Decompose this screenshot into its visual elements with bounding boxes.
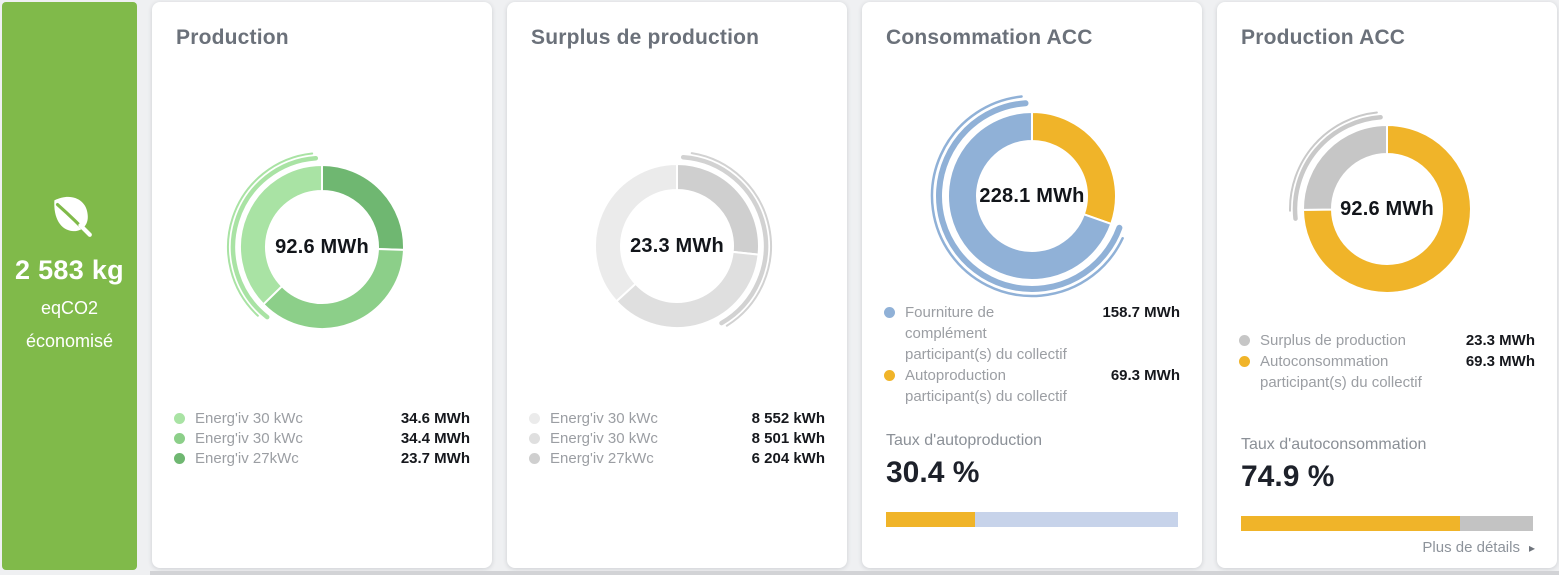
rate-value: 30.4 % (886, 456, 980, 489)
legend-dot-icon (529, 412, 540, 424)
production-legend: Energ'iv 30 kWc 34.6 MWh Energ'iv 30 kWc 34… (174, 408, 470, 468)
legend-dot-icon (1239, 335, 1250, 346)
rate-progress-fill (1241, 516, 1460, 531)
co2-saved-label: économisé (25, 330, 114, 351)
card-production-acc: Production ACC 92.6 MWh Surplus de produ… (1217, 2, 1557, 568)
donut-center-value: 23.3 MWh (630, 234, 724, 257)
legend-value: 8 552 kWh (751, 409, 825, 427)
rate-progress-bar (886, 512, 1178, 527)
rate-label: Taux d'autoproduction (886, 432, 1043, 449)
legend-label: Energ'iv 27kWc (195, 449, 299, 467)
card-consommation-acc: Consommation ACC 228.1 MWh Fourniture de… (862, 2, 1202, 568)
legend-value: 23.7 MWh (400, 449, 470, 467)
card-title: Production ACC (1241, 26, 1406, 49)
legend-dot-icon (174, 452, 185, 464)
legend-dot-icon (529, 452, 540, 464)
card-title: Surplus de production (531, 26, 760, 49)
more-details-label: Plus de détails (1422, 539, 1520, 556)
card-title: Consommation ACC (886, 26, 1093, 49)
legend-value: 6 204 kWh (751, 449, 825, 467)
co2-savings-panel: 2 583 kg eqCO2 économisé (2, 2, 137, 570)
legend-row: Energ'iv 30 kWc 8 552 kWh (529, 408, 825, 428)
legend-dot-icon (884, 370, 895, 381)
production-donut-chart[interactable]: 92.6 MWh (222, 147, 422, 347)
legend-value: 69.3 MWh (1110, 367, 1180, 384)
legend-row: Energ'iv 27kWc 23.7 MWh (174, 448, 470, 468)
rate-progress-fill (886, 512, 975, 527)
production-acc-legend: Surplus de production 23.3 MWh Autoconsomm… (1239, 330, 1535, 393)
autoproduction-rate-block: Taux d'autoproduction 30.4 % (886, 432, 1178, 527)
legend-row: Surplus de production 23.3 MWh (1239, 330, 1535, 351)
legend-dot-icon (174, 432, 185, 444)
leaf-icon (53, 196, 92, 237)
autoconsommation-rate-block: Taux d'autoconsommation 74.9 % (1241, 436, 1533, 531)
consommation-legend: Fourniture de complément participant(s) … (884, 302, 1180, 407)
legend-label: Autoproduction participant(s) du collect… (905, 367, 1067, 405)
production-acc-donut-chart[interactable]: 92.6 MWh (1287, 109, 1487, 309)
legend-row: Fourniture de complément participant(s) … (884, 302, 1180, 365)
legend-label: Autoconsommation participant(s) du colle… (1260, 353, 1422, 391)
donut-center-value: 92.6 MWh (1340, 197, 1434, 220)
legend-value: 34.6 MWh (400, 409, 470, 427)
card-title: Production (176, 26, 289, 49)
rate-progress-bar (1241, 516, 1533, 531)
surplus-donut-chart[interactable]: 23.3 MWh (577, 146, 777, 346)
legend-value: 158.7 MWh (1102, 304, 1180, 321)
legend-dot-icon (1239, 356, 1250, 367)
legend-label: Energ'iv 27kWc (550, 449, 654, 467)
legend-dot-icon (884, 307, 895, 318)
legend-label: Energ'iv 30 kWc (195, 409, 303, 427)
legend-dot-icon (529, 432, 540, 444)
legend-value: 8 501 kWh (751, 429, 825, 447)
consommation-donut-chart[interactable]: 228.1 MWh (930, 95, 1132, 298)
co2-unit-label: eqCO2 (40, 297, 99, 318)
chevron-right-icon: ▸ (1528, 540, 1535, 555)
legend-value: 34.4 MWh (400, 429, 470, 447)
card-production: Production 92.6 MWh Energ'iv 30 kWc 34.6 … (152, 2, 492, 568)
legend-label: Energ'iv 30 kWc (550, 429, 658, 447)
donut-center-value: 92.6 MWh (275, 235, 369, 258)
surplus-legend: Energ'iv 30 kWc 8 552 kWh Energ'iv 30 kWc 8… (529, 408, 825, 468)
legend-value: 23.3 MWh (1465, 332, 1535, 349)
legend-row: Energ'iv 30 kWc 8 501 kWh (529, 428, 825, 448)
rate-value: 74.9 % (1241, 460, 1335, 493)
legend-row: Autoconsommation participant(s) du colle… (1239, 351, 1535, 393)
legend-dot-icon (174, 412, 185, 424)
legend-label: Energ'iv 30 kWc (550, 409, 658, 427)
legend-value: 69.3 MWh (1465, 353, 1535, 370)
donut-center-value: 228.1 MWh (979, 184, 1085, 207)
legend-row: Energ'iv 30 kWc 34.4 MWh (174, 428, 470, 448)
bottom-edge-strip (150, 571, 1559, 575)
legend-row: Energ'iv 30 kWc 34.6 MWh (174, 408, 470, 428)
co2-saved-value: 2 583 kg (15, 254, 124, 285)
card-surplus: Surplus de production 23.3 MWh Energ'iv … (507, 2, 847, 568)
legend-row: Autoproduction participant(s) du collect… (884, 365, 1180, 407)
rate-label: Taux d'autoconsommation (1241, 436, 1427, 453)
legend-label: Surplus de production (1260, 332, 1406, 349)
legend-label: Fourniture de complément participant(s) … (905, 304, 1067, 363)
more-details-link[interactable]: Plus de détails ▸ (1422, 539, 1535, 556)
legend-row: Energ'iv 27kWc 6 204 kWh (529, 448, 825, 468)
legend-label: Energ'iv 30 kWc (195, 429, 303, 447)
